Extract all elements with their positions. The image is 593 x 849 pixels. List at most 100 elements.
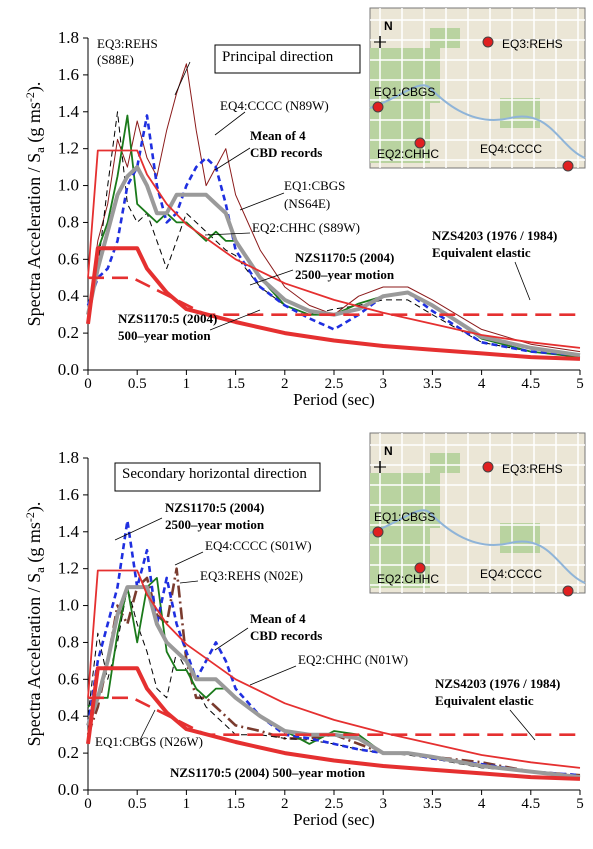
station-dot	[373, 527, 383, 537]
y-tick-label: 1.2	[58, 559, 79, 578]
y-tick-label: 1.0	[58, 596, 79, 615]
y-tick-label: 1.4	[58, 522, 80, 541]
map-label: EQ4:CCCC	[480, 567, 542, 581]
annotation: NZS1170:5 (2004)	[165, 500, 264, 515]
x-tick-label: 4.5	[521, 376, 540, 392]
leader-line	[205, 233, 250, 235]
x-tick-label: 3	[379, 376, 387, 392]
station-dot	[563, 161, 573, 171]
x-tick-label: 0.5	[128, 376, 147, 392]
annotation: NZS1170:5 (2004) 500–year motion	[170, 765, 366, 780]
station-dot	[563, 586, 573, 596]
y-tick-label: 0.4	[58, 706, 80, 725]
annotation: NZS1170:5 (2004)	[118, 311, 217, 326]
leader-line	[515, 262, 530, 300]
annotation: Equivalent elastic	[432, 245, 531, 260]
y-axis-label: Spectra Acceleration / Sa (g ms-2).	[23, 82, 47, 327]
annotation: NZS4203 (1976 / 1984)	[435, 676, 560, 691]
map-label: EQ1:CBGS	[374, 510, 435, 524]
x-tick-label: 2	[281, 796, 289, 812]
map-label: N	[384, 19, 393, 33]
x-axis-label: Period (sec)	[293, 390, 375, 409]
annotation: 2500–year motion	[295, 267, 395, 282]
annotation: EQ3:REHS	[97, 36, 158, 51]
map-label: EQ3:REHS	[502, 462, 563, 476]
station-dot	[373, 102, 383, 112]
y-tick-label: 1.2	[58, 139, 79, 158]
station-dot	[483, 37, 493, 47]
leader-line	[215, 628, 248, 650]
y-tick-label: 0.2	[58, 743, 79, 762]
map-label: EQ2:CHHC	[377, 147, 439, 161]
y-tick-label: 1.6	[58, 65, 79, 84]
figure: 0.0 0.2 0.4 0.6 0.8 1.0 1.2 1.4 1.6 1.8 0 0.5 1 1.5 2 2…	[0, 0, 593, 844]
map-label: EQ2:CHHC	[377, 572, 439, 586]
x-tick-label: 0.5	[128, 796, 147, 812]
annotation: 2500–year motion	[165, 517, 265, 532]
annotation: Mean of 4	[250, 611, 306, 626]
leader-line	[175, 552, 203, 565]
y-tick-label: 0.6	[58, 669, 79, 688]
annotation: 500–year motion	[118, 328, 211, 343]
annotation: Equivalent elastic	[435, 693, 534, 708]
annotation: Secondary horizontal direction	[122, 466, 307, 482]
y-tick-label: 0.6	[58, 249, 79, 268]
x-tick-label: 3	[379, 796, 387, 812]
x-tick-label: 5	[576, 376, 584, 392]
y-tick-label: 0.8	[58, 212, 79, 231]
series-line	[88, 278, 580, 315]
y-tick-label: 0.4	[58, 286, 80, 305]
annotation: (S88E)	[97, 52, 134, 67]
leader-line	[250, 666, 296, 685]
leader-line	[240, 193, 284, 210]
annotation: Mean of 4	[250, 128, 306, 143]
x-tick-label: 2	[281, 376, 289, 392]
annotation: CBD records	[250, 145, 322, 160]
x-tick-label: 1.5	[226, 796, 245, 812]
annotation: EQ4:CCCC (S01W)	[205, 538, 312, 553]
annotation: EQ2:CHHC (S89W)	[252, 220, 360, 235]
x-tick-label: 4	[478, 376, 486, 392]
annotation: CBD records	[250, 628, 322, 643]
y-axis-label: Spectra Acceleration / Sa (g ms-2).	[23, 502, 47, 747]
y-tick-label: 0.2	[58, 323, 79, 342]
y-tick-label: 1.8	[58, 448, 79, 467]
y-axis-label-part: -2	[23, 92, 37, 102]
station-dot	[483, 462, 493, 472]
x-tick-label: 1	[183, 376, 191, 392]
y-tick-label: 0.0	[58, 360, 79, 379]
y-tick-label: 1.0	[58, 176, 79, 195]
x-tick-label: 4.5	[521, 796, 540, 812]
x-tick-label: 1	[183, 796, 191, 812]
annotation: EQ1:CBGS (N26W)	[95, 734, 203, 749]
annotation: NZS4203 (1976 / 1984)	[432, 228, 557, 243]
leader-line	[215, 112, 245, 135]
map-label: EQ1:CBGS	[374, 85, 435, 99]
x-axis-label: Period (sec)	[293, 810, 375, 829]
y-tick-label: 0.0	[58, 780, 79, 799]
leader-line	[115, 518, 162, 540]
y-tick-label: 1.6	[58, 485, 79, 504]
annotation: Principal direction	[222, 49, 334, 65]
y-axis-label-part: ).	[24, 82, 45, 93]
y-axis-label-part: (g ms	[24, 522, 45, 567]
x-tick-label: 5	[576, 796, 584, 812]
y-tick-label: 0.8	[58, 632, 79, 651]
y-tick-label: 1.8	[58, 28, 79, 47]
y-axis-label-part: ).	[24, 502, 45, 513]
x-tick-label: 3.5	[423, 796, 442, 812]
map-park	[430, 453, 460, 473]
x-tick-label: 1.5	[226, 376, 245, 392]
x-tick-label: 0	[84, 376, 92, 392]
map-park	[430, 28, 460, 48]
y-axis-label-part: (g ms	[24, 102, 45, 147]
panel: 0.0 0.2 0.4 0.6 0.8 1.0 1.2 1.4 1.6 1.8 0 0.5 1 1.5 2 2…	[23, 8, 585, 409]
x-tick-label: 3.5	[423, 376, 442, 392]
annotation: EQ2:CHHC (N01W)	[298, 652, 408, 667]
y-tick-label: 1.4	[58, 102, 80, 121]
map-label: EQ4:CCCC	[480, 142, 542, 156]
annotation: (NS64E)	[284, 196, 330, 211]
